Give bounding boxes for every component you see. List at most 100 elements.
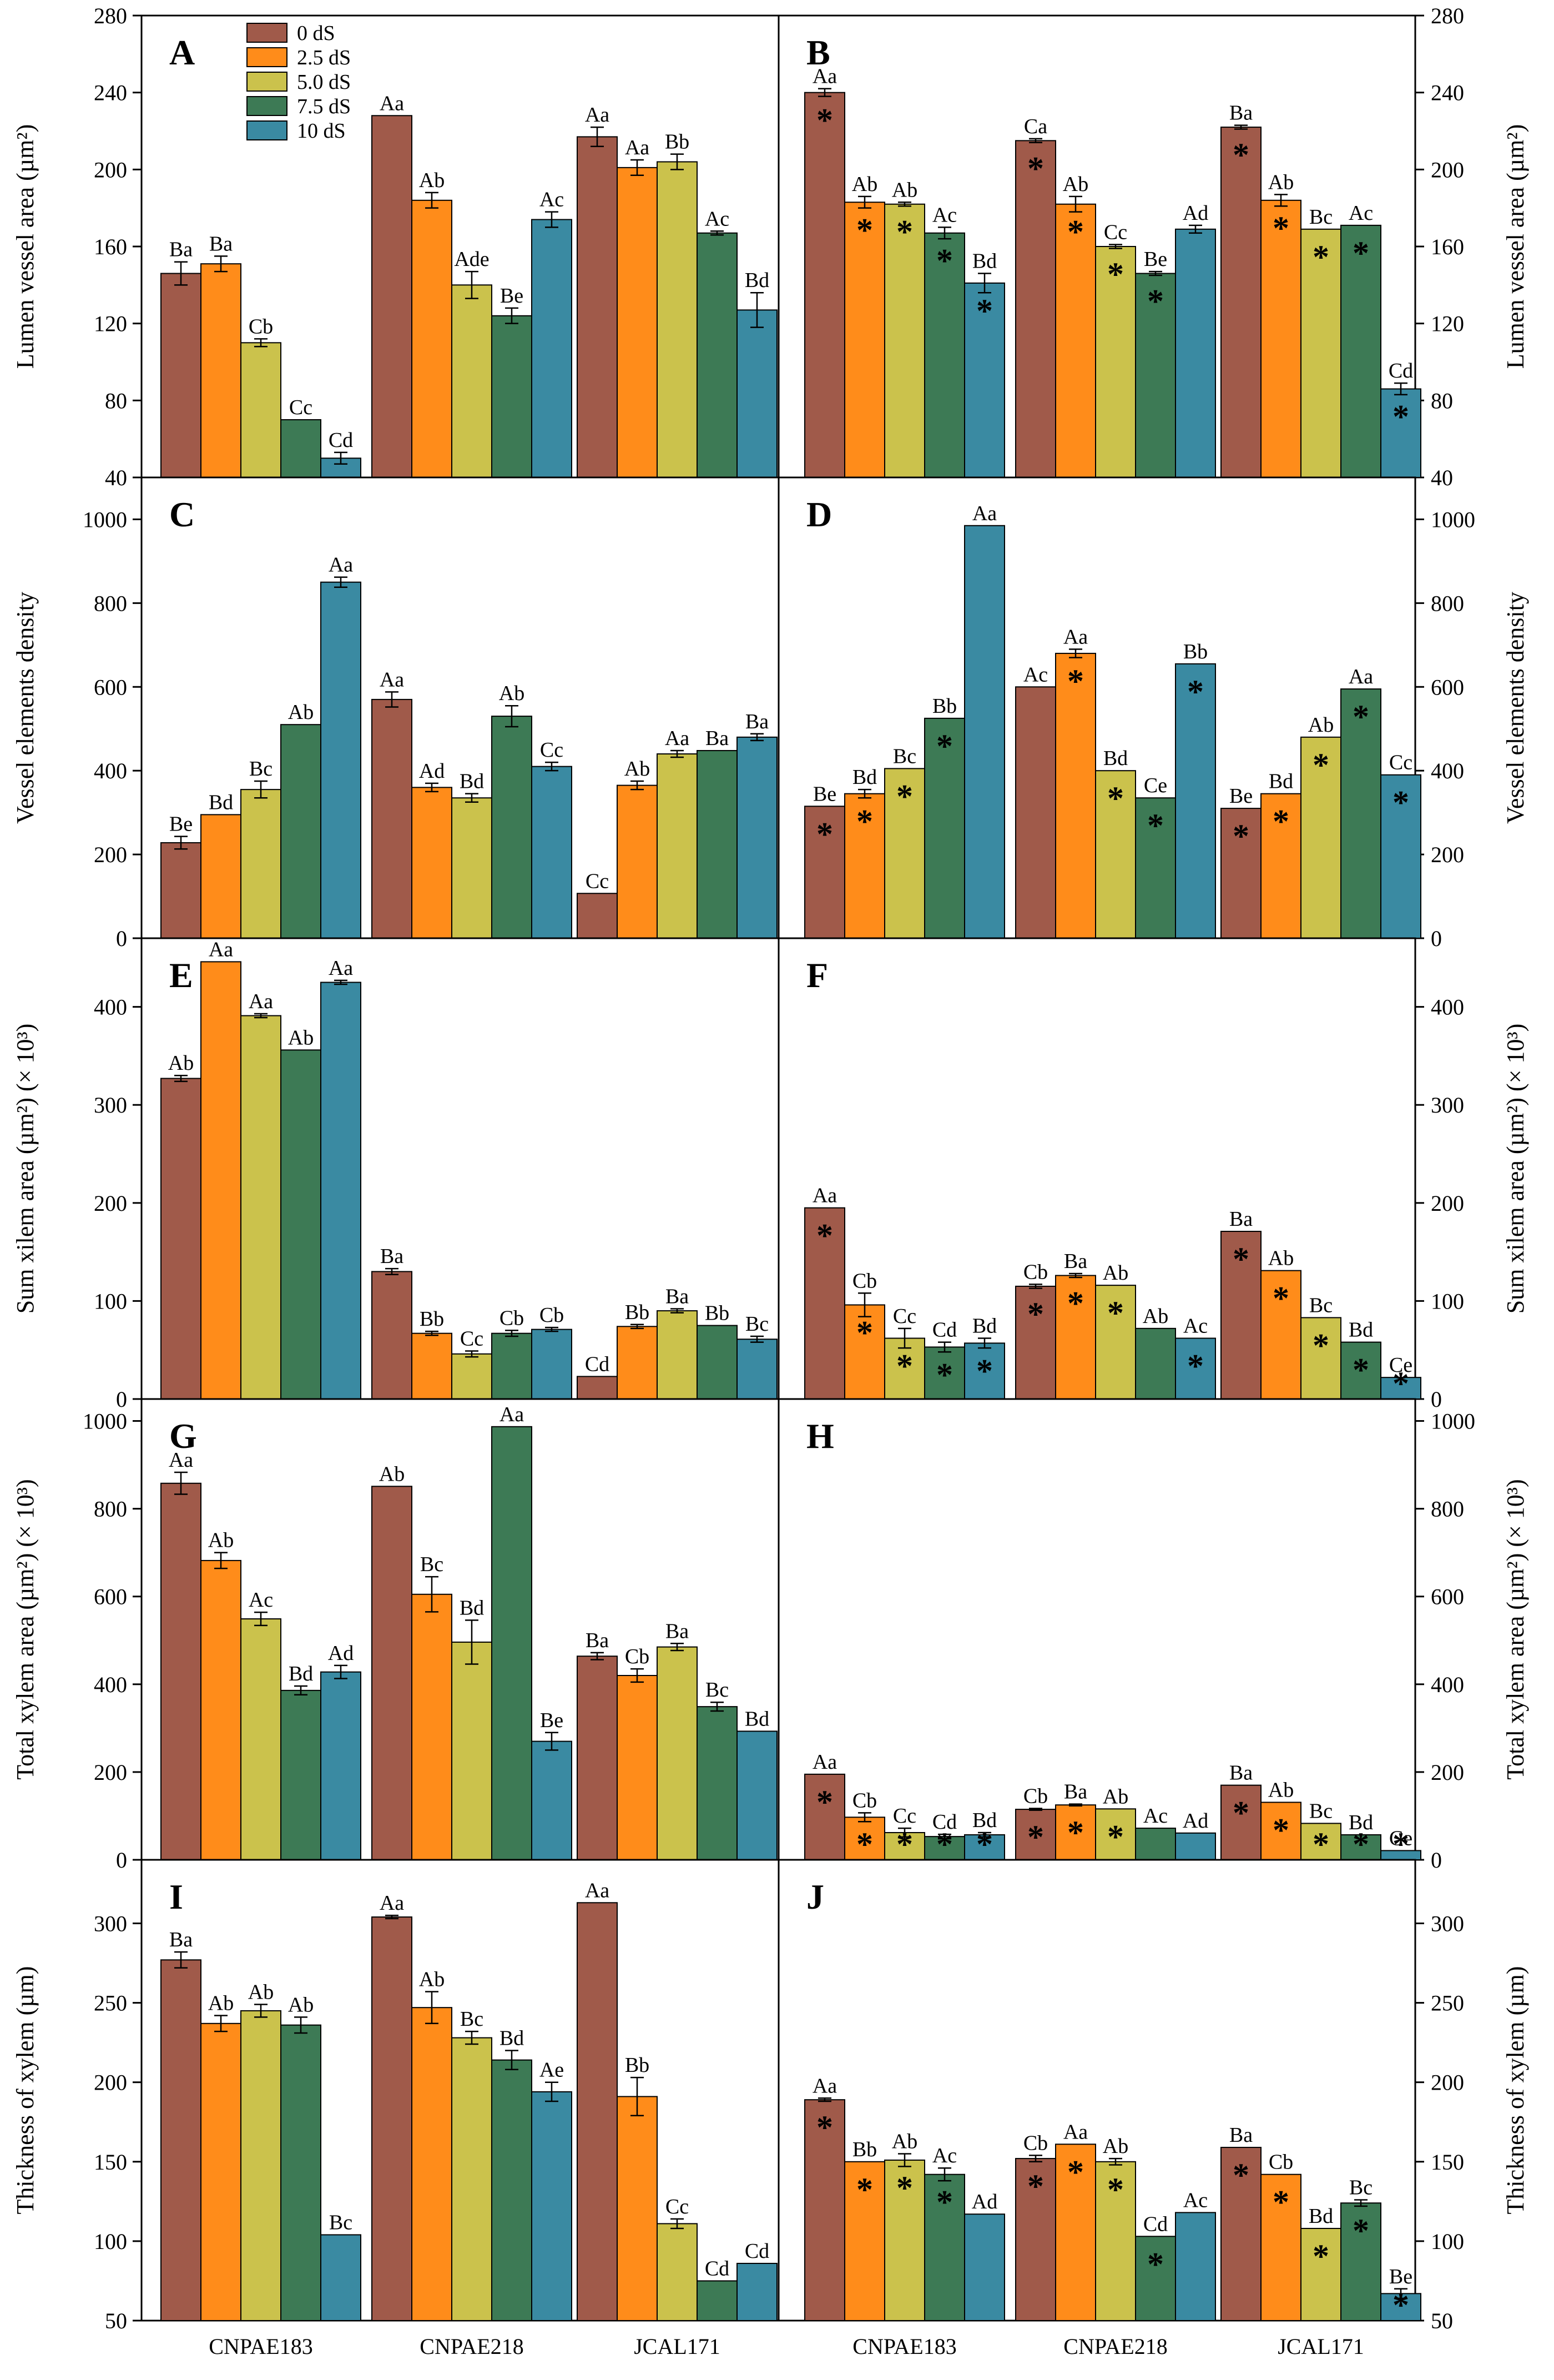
bar [844, 1817, 885, 1860]
bar-label: Cd [745, 2240, 769, 2263]
bar-label: Ca [1024, 115, 1047, 138]
y-tick-label: 800 [94, 591, 127, 616]
bar-label: Aa [972, 502, 997, 525]
significance-star: * [1107, 2171, 1124, 2208]
panel-letter: B [806, 33, 830, 72]
bar [491, 716, 532, 939]
bar-label: Ab [1268, 1247, 1294, 1270]
x-category-label: CNPAE218 [420, 2334, 523, 2359]
bar-label: Ab [208, 1529, 234, 1552]
bar-label: Aa [1063, 2120, 1088, 2143]
bar-label: Ba [1229, 1762, 1253, 1785]
bar-label: Bd [1103, 747, 1128, 770]
bar [160, 1482, 201, 1861]
significance-star: * [1273, 1280, 1289, 1317]
y-axis-label: Vessel elements density [1502, 592, 1529, 824]
bar [320, 982, 361, 1400]
legend-swatch [246, 72, 287, 92]
y-tick-label: 150 [1431, 2150, 1464, 2175]
bar-label: Ad [1183, 1809, 1208, 1833]
bar [200, 263, 241, 478]
bar-label: Ab [288, 1026, 314, 1049]
bar-label: Bc [1309, 1799, 1333, 1823]
panel-letter: A [169, 33, 195, 72]
panel-F: F 0 100 200 300 400 Sum xilem area (µm²) (× 10… [778, 937, 1529, 1412]
bar [1015, 1809, 1056, 1860]
bar-label: Cb [500, 1306, 524, 1330]
bar [160, 1078, 201, 1400]
y-tick-label: 200 [1431, 157, 1464, 182]
bar [1175, 663, 1216, 939]
legend-label: 2.5 dS [297, 46, 351, 69]
bar-label: Ac [1349, 202, 1373, 225]
bar-label: Be [1229, 784, 1253, 808]
bar-label: Cb [852, 1269, 877, 1292]
legend-swatch [246, 120, 287, 140]
bar [1260, 1270, 1301, 1400]
bar-label: Cc [893, 1305, 916, 1328]
bar-label: Bc [745, 1312, 769, 1336]
bar-label: Ab [419, 1968, 445, 1991]
bar-label: Cd [585, 1352, 609, 1376]
y-tick-label: 120 [94, 311, 127, 336]
bar-label: Ac [1183, 2188, 1208, 2212]
bar-label: Bd [289, 1662, 313, 1685]
bar [657, 2223, 698, 2322]
bar-label: Cc [1104, 221, 1127, 244]
bar-label: Bd [209, 791, 233, 814]
panel-G: G 0 200 400 600 800 1000 Total xylem area (µm²)… [12, 1398, 780, 1873]
bar-label: Ce [1389, 1826, 1412, 1850]
bar [240, 2010, 281, 2321]
y-tick-label: 100 [1431, 2229, 1464, 2254]
bar [1340, 688, 1381, 939]
bar-label: Ab [419, 169, 445, 192]
y-tick-label: 200 [94, 157, 127, 182]
legend-label: 5.0 dS [297, 71, 351, 94]
bar-label: Bd [460, 770, 484, 793]
bar [531, 766, 572, 939]
significance-star: * [1147, 807, 1164, 844]
bar-label: Ba [665, 1619, 689, 1643]
bar-label: Ac [932, 2144, 957, 2167]
bar [1095, 1285, 1136, 1400]
panel-letter: C [169, 495, 195, 534]
bar-label: Ba [705, 727, 729, 750]
significance-star: * [976, 1352, 993, 1389]
bar-label: Ac [1143, 1804, 1168, 1828]
significance-star: * [1233, 1795, 1249, 1831]
bar-label: Bd [972, 1315, 997, 1338]
bar [804, 806, 845, 939]
x-category-label: CNPAE183 [852, 2334, 956, 2359]
y-tick-label: 50 [105, 2308, 127, 2333]
bar-label: Ba [169, 238, 193, 261]
bar-label: Ab [288, 1993, 314, 2016]
y-tick-label: 280 [1431, 3, 1464, 28]
significance-star: * [1313, 1826, 1329, 1863]
bar-label: Aa [585, 103, 609, 127]
significance-star: * [1353, 235, 1369, 271]
y-tick-label: 80 [105, 388, 127, 413]
significance-star: * [1067, 2153, 1084, 2190]
y-tick-label: 240 [1431, 80, 1464, 105]
bar [280, 419, 321, 478]
significance-star: * [856, 1314, 873, 1351]
bar [577, 893, 618, 939]
bar-label: Ad [1183, 202, 1208, 225]
bar-label: Cd [1143, 2212, 1168, 2236]
bar-label: Bc [1349, 2176, 1373, 2199]
significance-star: * [1147, 283, 1164, 320]
bar [1175, 1337, 1216, 1400]
bar-label: Cb [852, 1789, 877, 1812]
significance-star: * [856, 803, 873, 840]
plot-area: A 40 80 120 160 200 240 280 Lumen vessel area (µ… [12, 3, 1529, 2333]
significance-star: * [936, 243, 953, 279]
legend-label: 10 dS [297, 119, 346, 143]
y-tick-label: 300 [94, 1911, 127, 1936]
bar [411, 787, 452, 939]
bar [577, 1656, 618, 1860]
panel-letter: G [169, 1416, 197, 1456]
bar-label: Ade [454, 248, 489, 271]
bar-label: Be [1144, 248, 1167, 271]
panel-I: I 50 100 150 200 250 300 Thickness of xylem (µm… [12, 1859, 780, 2333]
bar [1095, 246, 1136, 478]
